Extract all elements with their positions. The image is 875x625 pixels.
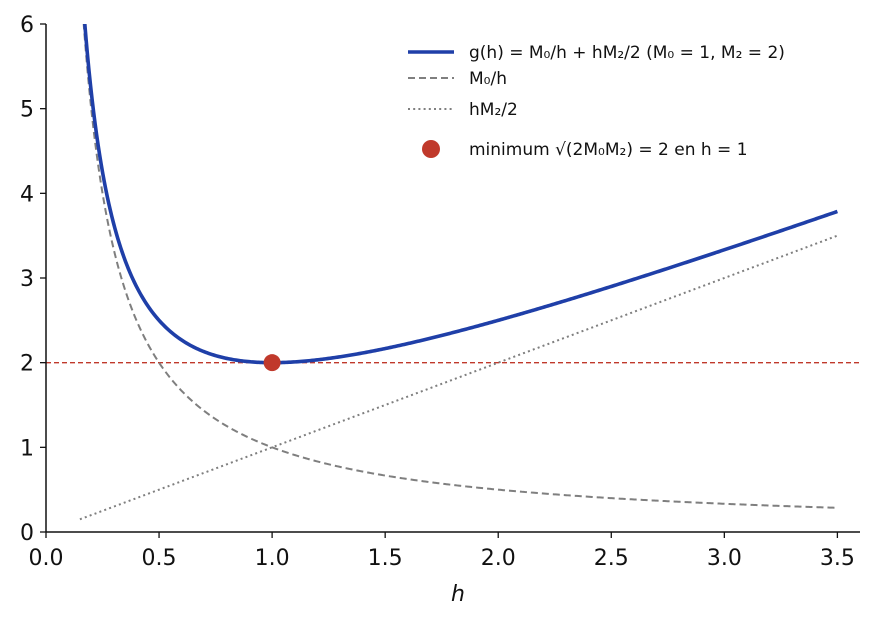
- x-tick-label: 0.5: [142, 546, 177, 571]
- x-tick-label: 3.0: [707, 546, 742, 571]
- y-tick-label: 6: [20, 13, 34, 38]
- plot-area: [46, 24, 860, 521]
- legend-label-2: hM₂/2: [469, 100, 518, 120]
- axes: 0.0 0.5 1.0 1.5 2.0 2.5 3.0 3.5 0 1 2 3 4 5 6: [20, 13, 860, 571]
- series-line-2: [79, 234, 838, 521]
- legend-marker-minimum: [422, 140, 440, 158]
- y-tick-label: 0: [20, 521, 34, 546]
- legend-label-1: M₀/h: [469, 69, 507, 89]
- y-tick-label: 4: [20, 182, 34, 207]
- y-tick-label: 1: [20, 436, 34, 461]
- legend-label-0: g(h) = M₀/h + hM₂/2 (M₀ = 1, M₂ = 2): [469, 43, 785, 63]
- series-line-1: [82, 24, 838, 509]
- series-line-0: [82, 24, 838, 365]
- x-tick-label: 2.0: [481, 546, 516, 571]
- legend: g(h) = M₀/h + hM₂/2 (M₀ = 1, M₂ = 2) M₀/h…: [408, 43, 785, 160]
- x-tick-label: 2.5: [594, 546, 629, 571]
- y-tick-label: 3: [20, 267, 34, 292]
- y-tick-label: 2: [20, 352, 34, 377]
- x-tick-label: 3.5: [820, 546, 855, 571]
- x-tick-label: 1.5: [368, 546, 403, 571]
- legend-label-minimum: minimum √(2M₀M₂) = 2 en h = 1: [469, 140, 748, 160]
- x-axis-label: h: [451, 582, 465, 607]
- minimum-point: [263, 354, 281, 372]
- x-tick-label: 0.0: [29, 546, 64, 571]
- x-tick-label: 1.0: [255, 546, 290, 571]
- y-tick-label: 5: [20, 98, 34, 123]
